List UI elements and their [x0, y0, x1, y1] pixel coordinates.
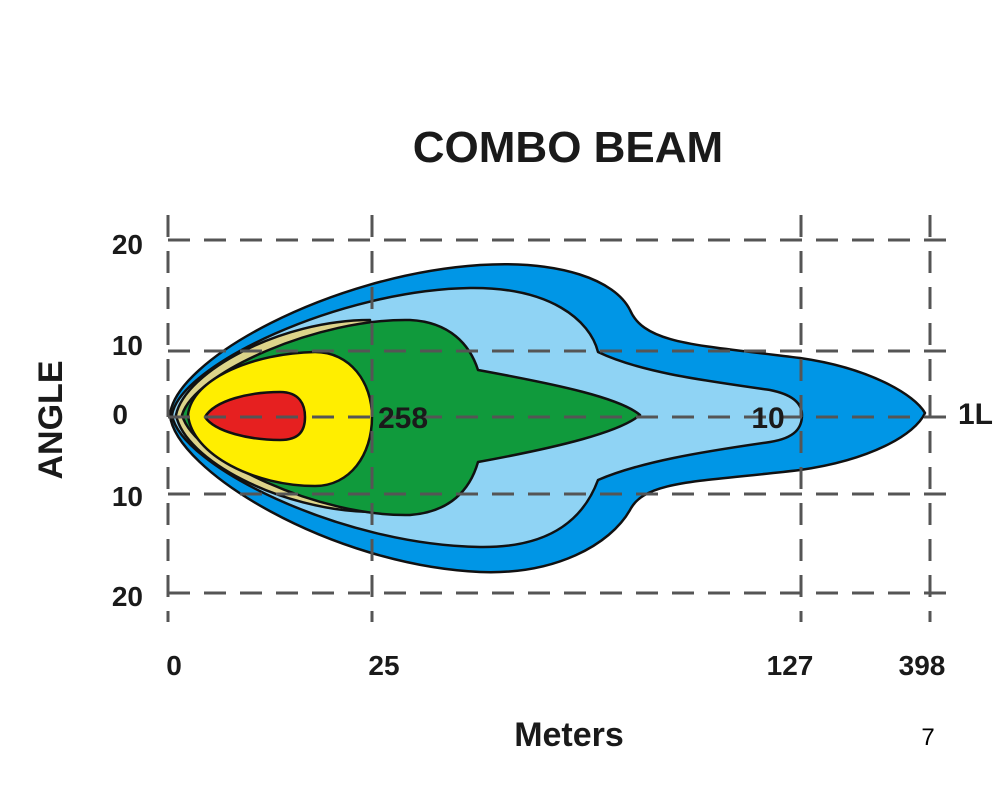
x-axis-ticks: 0 25 127 398: [166, 650, 945, 681]
x-tick-label: 398: [899, 650, 946, 681]
zone-label-1l: 1L: [958, 398, 993, 431]
y-axis-ticks: 20 10 0 10 20: [112, 229, 143, 612]
zone-label-258: 258: [378, 402, 428, 435]
gridlines: [166, 215, 960, 622]
y-tick-label: 10: [112, 481, 143, 512]
x-tick-label: 127: [767, 650, 814, 681]
y-tick-label: 0: [112, 399, 128, 430]
y-tick-label: 20: [112, 229, 143, 260]
y-tick-label: 20: [112, 581, 143, 612]
x-tick-label: 25: [368, 650, 399, 681]
y-tick-label: 10: [112, 330, 143, 361]
page-number: 7: [921, 724, 934, 751]
y-axis-title: ANGLE: [32, 361, 70, 480]
x-tick-label: 0: [166, 650, 182, 681]
zone-label-10: 10: [751, 402, 784, 435]
x-axis-title: Meters: [514, 716, 624, 754]
chart-title: COMBO BEAM: [413, 123, 723, 172]
